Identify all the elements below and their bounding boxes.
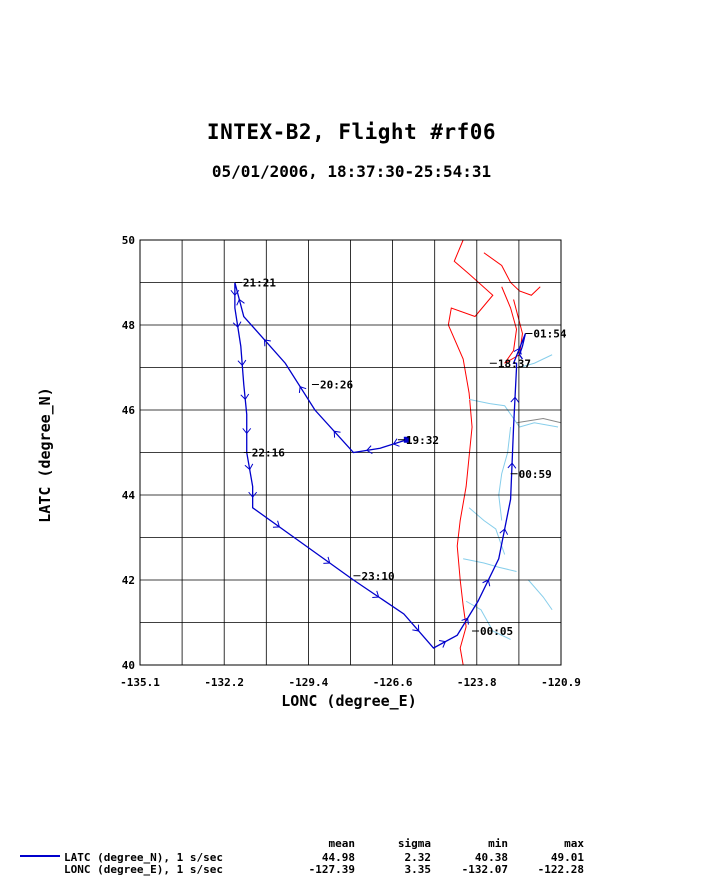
chart-title: INTEX-B2, Flight #rf06 <box>206 120 497 144</box>
time-label: 21:21 <box>243 277 276 290</box>
stats-header-max: max <box>564 837 584 850</box>
time-labels: 21:21 20:26 19:32 22:16 23:10 00:05 00:59 01:54… <box>234 277 567 638</box>
x-axis-label: LONC (degree_E) <box>281 692 416 710</box>
direction-arrow <box>240 393 250 401</box>
direction-arrow <box>323 556 331 564</box>
direction-arrow <box>333 430 341 438</box>
stats-header-sigma: sigma <box>397 837 431 850</box>
x-tick-label: -120.9 <box>541 676 581 689</box>
direction-arrow <box>242 428 252 435</box>
direction-arrow <box>438 639 447 648</box>
river-path <box>463 558 517 572</box>
y-tick-label: 44 <box>122 489 136 502</box>
direction-arrow <box>499 528 509 535</box>
stats-cell: 40.38 <box>474 851 508 864</box>
x-tick-label: -132.2 <box>204 676 244 689</box>
grid <box>139 239 562 666</box>
y-axis-label: LATC (degree_N) <box>36 387 54 522</box>
stats-cell: 44.98 <box>321 851 355 864</box>
direction-arrow <box>513 347 522 355</box>
puget-sound-path <box>501 286 523 364</box>
x-tick-label: -129.4 <box>289 676 329 689</box>
x-tick-label: -123.8 <box>457 676 497 689</box>
direction-arrow <box>272 520 280 528</box>
direction-arrow <box>461 617 469 625</box>
direction-arrow <box>244 463 254 471</box>
time-label: 00:59 <box>519 468 552 481</box>
river-path <box>468 398 559 428</box>
state-border-path <box>516 417 562 424</box>
y-tick-label: 42 <box>122 574 135 587</box>
stats-header-min: min <box>488 837 508 850</box>
time-label: 22:16 <box>252 447 285 460</box>
direction-arrow <box>372 590 380 599</box>
stats-cell: -127.39 <box>308 863 355 876</box>
time-label: 00:05 <box>480 625 513 638</box>
direction-arrow <box>507 462 517 469</box>
river-path <box>465 600 511 640</box>
direction-arrow <box>236 298 245 306</box>
direction-arrow <box>392 438 400 447</box>
coastline <box>447 239 541 666</box>
river-path <box>528 579 553 611</box>
axis-ticks: -135.1 -132.2 -129.4 -126.6 -123.8 -120.9 40 42… <box>120 234 581 689</box>
y-tick-label: 46 <box>122 404 136 417</box>
direction-arrow <box>412 624 420 632</box>
time-label: 19:32 <box>406 434 439 447</box>
direction-arrow <box>366 445 373 454</box>
time-label: 23:10 <box>361 570 394 583</box>
flight-start-marker <box>403 436 410 443</box>
time-label: 20:26 <box>320 379 353 392</box>
direction-arrow <box>482 579 491 587</box>
x-tick-label: -135.1 <box>120 676 160 689</box>
stats-cell: 2.32 <box>404 851 432 864</box>
river-path <box>498 426 512 521</box>
direction-arrow <box>248 491 258 498</box>
chart-subtitle: 05/01/2006, 18:37:30-25:54:31 <box>211 162 492 181</box>
stats-cell: -122.28 <box>537 863 584 876</box>
stats-header-mean: mean <box>328 837 356 850</box>
direction-arrow <box>510 396 520 403</box>
time-label: 18:37 <box>498 357 531 370</box>
river-path <box>519 354 553 368</box>
coastline-path <box>447 239 494 666</box>
direction-arrow <box>298 385 307 394</box>
time-label: 01:54 <box>533 328 566 341</box>
x-tick-label: -126.6 <box>373 676 413 689</box>
stats-row-label: LONC (degree_E), 1 s/sec <box>64 863 223 876</box>
direction-arrow <box>232 321 242 328</box>
flight-track <box>230 282 527 649</box>
stats-cell: 49.01 <box>550 851 584 864</box>
direction-arrow <box>230 289 240 297</box>
stats-cell: -132.07 <box>461 863 508 876</box>
inlet-path <box>483 252 541 296</box>
y-tick-label: 40 <box>122 659 135 672</box>
direction-arrow <box>237 359 247 367</box>
y-tick-label: 48 <box>122 319 135 332</box>
direction-arrow <box>263 339 271 347</box>
y-tick-label: 50 <box>122 234 135 247</box>
stats-cell: 3.35 <box>404 863 432 876</box>
stats-row-label: LATC (degree_N), 1 s/sec <box>64 851 223 864</box>
